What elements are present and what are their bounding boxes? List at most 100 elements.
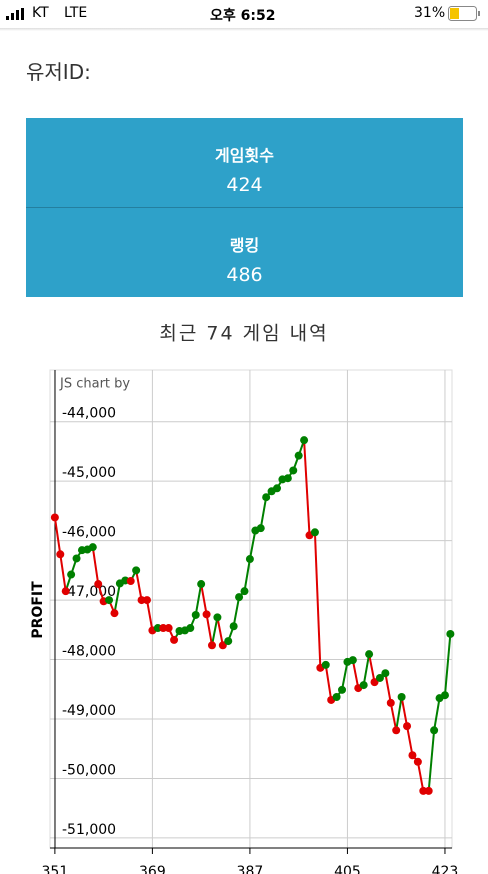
line-segment	[248, 530, 257, 560]
stat-card: 게임횟수 424	[26, 118, 463, 208]
data-point	[403, 722, 412, 731]
y-tick-label: -44,000	[62, 406, 116, 422]
data-point	[273, 484, 282, 493]
line-segment	[91, 547, 100, 585]
data-point	[61, 587, 70, 596]
chart: 최근 74 게임 내역 JS chart by PROFIT -51,000 -5…	[30, 323, 459, 874]
data-point	[440, 691, 449, 700]
line-segment	[400, 696, 409, 727]
data-point	[229, 622, 238, 631]
line-segment	[395, 696, 403, 731]
data-point	[386, 698, 395, 707]
data-point	[365, 650, 374, 659]
data-point	[170, 635, 179, 644]
line-segment	[406, 725, 414, 756]
watermark: JS chart by	[59, 377, 130, 392]
line-segment	[232, 596, 241, 627]
clock: 오후 6:52	[210, 8, 276, 24]
line-segment	[384, 673, 392, 704]
stat-value: 486	[226, 264, 263, 286]
line-segment	[313, 532, 322, 668]
divider	[0, 28, 488, 31]
data-point	[224, 637, 233, 646]
chart-title: 최근 74 게임 내역	[159, 323, 328, 345]
data-point	[197, 580, 206, 589]
line-segment	[205, 614, 213, 646]
line-segment	[53, 517, 62, 555]
stat-value: 424	[226, 174, 263, 196]
stat-card: 랭킹 486	[26, 208, 463, 297]
data-point	[50, 513, 59, 522]
data-point	[321, 660, 330, 669]
line-segment	[259, 497, 268, 529]
y-axis-label: PROFIT	[30, 581, 46, 639]
data-point	[283, 474, 292, 483]
x-tick-label: 405	[334, 864, 361, 874]
data-point	[256, 524, 265, 533]
x-tick-label: 369	[139, 864, 166, 874]
data-point	[310, 528, 319, 537]
line-segment	[216, 617, 224, 646]
battery-icon	[448, 6, 480, 21]
line-segment	[200, 583, 208, 615]
line-segment	[351, 659, 360, 689]
data-point	[240, 587, 249, 596]
data-point	[94, 580, 103, 589]
x-tick-label: 351	[42, 864, 69, 874]
data-point	[186, 624, 195, 633]
data-point	[381, 669, 390, 678]
y-tick-label: -50,000	[62, 762, 116, 778]
data-point	[164, 624, 173, 633]
y-tick-label: -46,000	[62, 525, 116, 541]
data-point	[56, 550, 65, 559]
data-point	[332, 692, 341, 701]
data-point	[289, 466, 298, 475]
data-point	[262, 493, 271, 502]
data-point	[72, 554, 81, 563]
data-point	[397, 692, 406, 701]
line-segment	[368, 653, 376, 683]
line-segment	[303, 440, 311, 536]
line-segment	[341, 661, 349, 691]
signal-icon	[6, 8, 24, 20]
data-point	[408, 751, 417, 760]
data-point	[446, 629, 455, 638]
data-point	[413, 757, 422, 766]
y-tick-label: -51,000	[62, 822, 116, 838]
data-point	[392, 726, 401, 735]
data-point	[424, 786, 433, 795]
line-segment	[427, 730, 436, 792]
x-tick-label: 387	[237, 864, 264, 874]
y-tick-label: -45,000	[62, 465, 116, 481]
data-point	[245, 555, 254, 564]
line-segment	[211, 617, 219, 646]
data-point	[348, 656, 357, 665]
data-point	[213, 613, 222, 622]
line-segment	[145, 599, 154, 631]
data-point	[370, 678, 379, 687]
line-segment	[443, 633, 452, 696]
data-point	[300, 436, 309, 445]
data-point	[375, 673, 384, 682]
data-point	[88, 543, 97, 552]
data-point	[126, 577, 135, 586]
status-bar: KT LTE 오후 6:52 31%	[0, 0, 488, 28]
y-tick-label: -48,000	[62, 644, 116, 660]
network: LTE	[64, 5, 88, 21]
data-point	[338, 685, 347, 694]
y-tick-label: -49,000	[62, 703, 116, 719]
stat-label: 게임횟수	[215, 146, 274, 165]
data-point	[132, 566, 141, 575]
data-point	[202, 610, 211, 619]
line-segment	[433, 698, 441, 731]
line-segment	[113, 583, 121, 614]
data-point	[67, 570, 76, 579]
data-point	[142, 596, 151, 605]
line-segment	[243, 558, 251, 592]
data-point	[359, 681, 368, 690]
user-id-label: 유저ID:	[26, 60, 91, 84]
line-segment	[416, 761, 425, 792]
x-tick-label: 423	[432, 864, 459, 874]
line-segment	[59, 554, 67, 592]
